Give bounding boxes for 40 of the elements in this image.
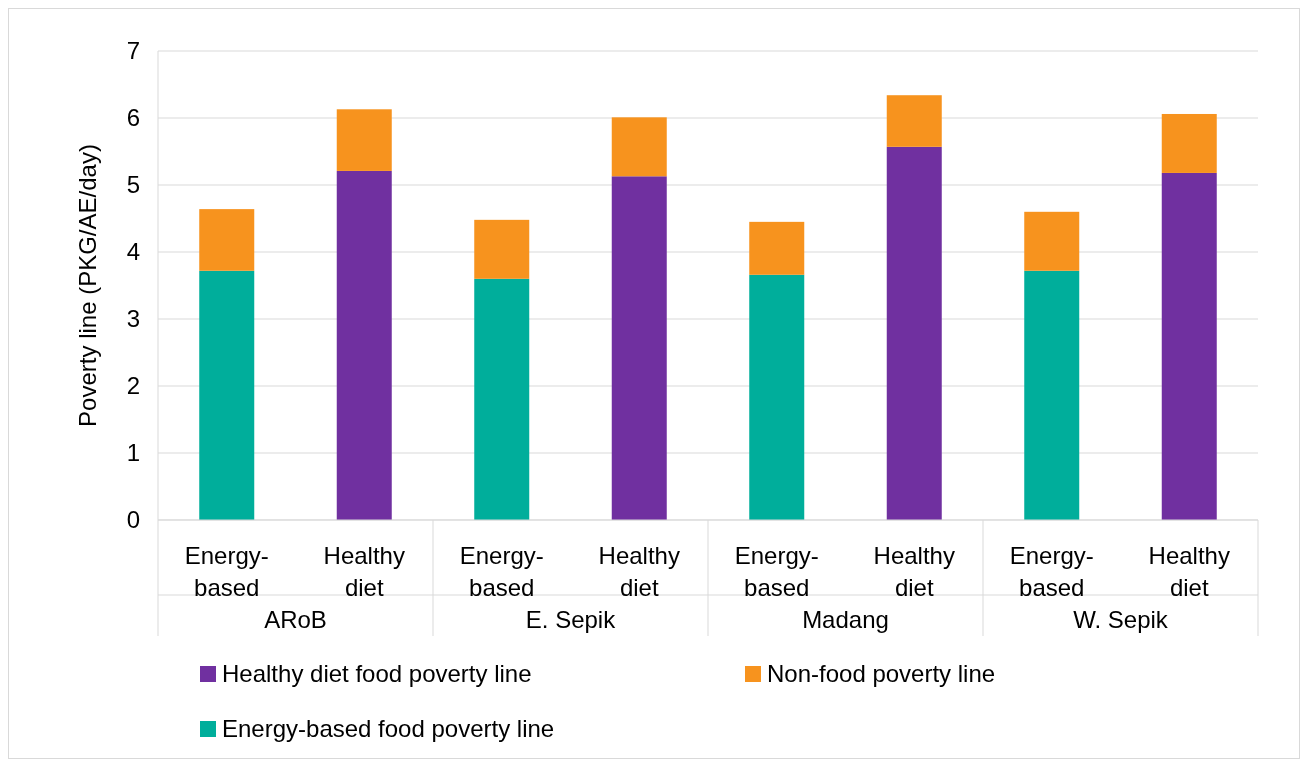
y-tick-label: 2: [126, 372, 140, 400]
bar: [886, 146, 942, 520]
bar: [474, 219, 530, 279]
text: W. Sepik: [1073, 606, 1169, 633]
x-tick-label: Healthy diet: [323, 542, 405, 601]
bar: [611, 117, 667, 177]
bar: [474, 278, 530, 520]
x-tick-label: Healthy diet: [873, 542, 955, 601]
bar: [611, 176, 667, 520]
y-tick-label: 5: [126, 171, 140, 199]
y-tick-label: 6: [126, 104, 140, 132]
bar: [749, 274, 805, 520]
x-tick-label: Energy- based: [1009, 542, 1094, 601]
y-tick-label: 3: [126, 305, 140, 333]
x-tick-label: Healthy diet: [1148, 542, 1230, 601]
x-tick-label: Energy- based: [184, 542, 269, 601]
text: ARoB: [264, 606, 327, 633]
y-tick-label: 7: [126, 37, 140, 65]
bar: [886, 95, 942, 147]
bar: [199, 209, 255, 271]
x-tick-label: Healthy diet: [598, 542, 680, 601]
legend-label: Non-food poverty line: [767, 660, 996, 688]
legend-label: Healthy diet food poverty line: [222, 660, 532, 688]
bar: [1024, 270, 1080, 520]
bar: [1024, 211, 1080, 271]
bar: [1161, 172, 1217, 520]
text: Madang: [802, 606, 889, 633]
y-tick-label: 4: [126, 238, 140, 266]
x-tick-label: Energy- based: [734, 542, 819, 601]
y-axis-title: Poverty line (PKG/AE/day): [74, 144, 101, 427]
bar: [1161, 113, 1217, 173]
bar: [199, 270, 255, 520]
legend-label: Energy-based food poverty line: [222, 715, 555, 743]
y-tick-label: 0: [126, 506, 140, 534]
text: E. Sepik: [525, 606, 617, 633]
bar: [749, 221, 805, 275]
bar: [336, 170, 392, 520]
x-tick-label: Energy- based: [459, 542, 544, 601]
bar: [336, 109, 392, 171]
y-tick-label: 1: [126, 439, 140, 467]
